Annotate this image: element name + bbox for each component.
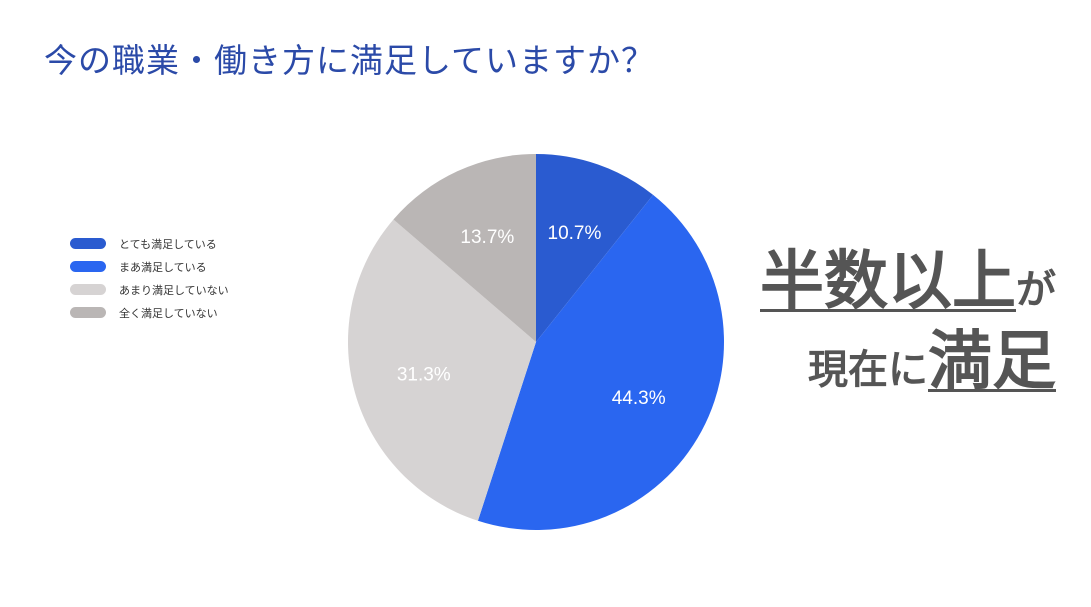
legend-item: あまり満足していない (70, 278, 229, 301)
callout-particle: が (1016, 267, 1056, 313)
legend: とても満足している まあ満足している あまり満足していない 全く満足していない (70, 232, 229, 324)
pie-slice (477, 194, 724, 530)
callout-text-current: 現在に (808, 347, 928, 393)
chart-title: 今の職業・働き方に満足していますか？ (44, 41, 656, 80)
slice-label: 13.7% (460, 227, 514, 248)
legend-item: とても満足している (70, 232, 229, 255)
legend-swatch (70, 261, 106, 272)
legend-swatch (70, 307, 106, 318)
pie-slice (348, 219, 536, 521)
legend-item: まあ満足している (70, 255, 229, 278)
slice-label: 44.3% (612, 388, 666, 409)
legend-swatch (70, 238, 106, 249)
callout-line-2: 現在に満足 (808, 310, 1056, 402)
legend-label: 全く満足していない (119, 306, 218, 320)
slice-label: 31.3% (397, 364, 451, 385)
legend-label: とても満足している (119, 237, 217, 251)
callout-emphasis-satisfied: 満足 (928, 325, 1056, 399)
pie-slice (393, 154, 536, 342)
pie-slice (536, 154, 654, 342)
slice-label: 10.7% (548, 223, 602, 244)
legend-label: まあ満足している (119, 260, 207, 274)
legend-label: あまり満足していない (119, 283, 229, 297)
callout-emphasis-majority: 半数以上 (760, 245, 1016, 319)
callout-line-1: 半数以上が (760, 230, 1056, 322)
legend-swatch (70, 284, 106, 295)
legend-item: 全く満足していない (70, 301, 229, 324)
